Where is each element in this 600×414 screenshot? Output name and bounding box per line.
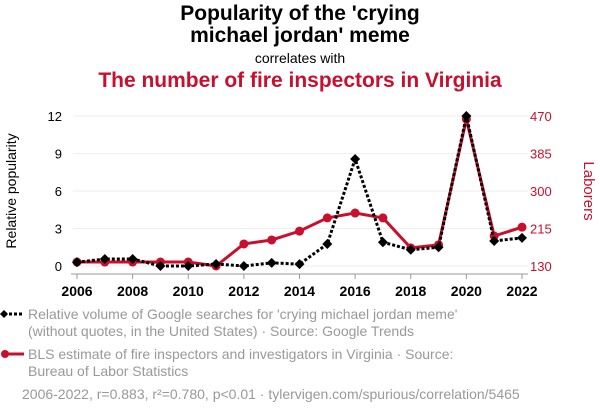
x-tick-label: 2010: [173, 283, 204, 299]
y-tick-label: 6: [55, 184, 62, 199]
legend-text: Bureau of Labor Statistics: [28, 363, 189, 379]
chart-title: Popularity of the 'crying michael jordan'…: [0, 3, 600, 47]
x-tick-label: 2014: [284, 283, 315, 299]
meme-popularity-point: [377, 237, 388, 248]
x-tick-label: 2008: [117, 283, 148, 299]
y-tick-label: 3: [55, 222, 62, 237]
y-tick-label: 9: [55, 147, 62, 162]
series-meme-popularity-line: [76, 115, 523, 268]
fire-inspectors-point: [295, 226, 304, 236]
series-fire-inspectors-line: [77, 118, 523, 268]
x-tick-label: 2020: [451, 283, 482, 299]
y2-tick-label: 385: [530, 147, 552, 162]
meme-popularity-point: [461, 111, 472, 121]
meme-popularity-point: [127, 254, 138, 264]
fire-inspectors-point: [378, 213, 388, 223]
x-tick-label: 2006: [61, 283, 92, 299]
y-tick-label: 0: [55, 259, 62, 274]
meme-popularity-point: [322, 239, 333, 249]
y2-axis-label: Laborers: [580, 161, 597, 220]
meme-popularity-point: [211, 259, 222, 269]
fire-inspectors-point: [239, 239, 249, 249]
legend-dotted-diamond-icon: [0, 310, 24, 318]
meme-popularity-point: [517, 232, 527, 243]
title-line2: michael jordan' meme: [190, 24, 410, 47]
legend-text: (without quotes, in the United States) ·…: [28, 323, 414, 339]
meme-popularity-point: [155, 261, 166, 271]
meme-popularity-point: [294, 259, 305, 270]
chart-subtitle: The number of fire inspectors in Virgini…: [98, 69, 502, 92]
legend-series-1: Relative volume of Google searches for '…: [28, 306, 457, 340]
meme-popularity-point: [266, 257, 277, 268]
meme-popularity-point: [183, 261, 194, 271]
fire-inspectors-point: [517, 222, 527, 232]
title-line1: Popularity of the 'crying: [180, 2, 420, 25]
meme-popularity-point: [99, 254, 110, 264]
x-tick-label: 2018: [395, 283, 426, 299]
meme-popularity-point: [405, 244, 416, 255]
meme-popularity-point: [238, 261, 249, 271]
y-axis-label: Relative popularity: [3, 133, 19, 248]
legend-red-circle-icon: [1, 350, 24, 358]
meme-popularity-point: [350, 154, 361, 164]
meme-popularity-point: [72, 257, 82, 268]
fire-inspectors-point: [267, 235, 277, 245]
meme-popularity-point: [489, 236, 500, 246]
y-tick-label: 12: [48, 109, 62, 124]
connector-text: correlates with: [254, 50, 346, 66]
x-tick-label: 2012: [228, 283, 259, 299]
legend-text: BLS estimate of fire inspectors and inve…: [28, 346, 454, 362]
x-tick-label: 2016: [340, 283, 371, 299]
meme-popularity-point: [433, 242, 444, 253]
y2-tick-label: 470: [530, 109, 552, 124]
y2-tick-label: 215: [530, 222, 552, 237]
y2-tick-label: 130: [530, 259, 552, 274]
legend-text: Relative volume of Google searches for '…: [28, 306, 458, 322]
x-tick-label: 2022: [506, 283, 537, 299]
footer-stats: 2006-2022, r=0.883, r²=0.780, p<0.01 · t…: [22, 386, 520, 402]
fire-inspectors-point: [322, 213, 332, 223]
fire-inspectors-point: [350, 208, 360, 218]
y2-tick-label: 300: [530, 184, 552, 199]
legend-series-2: BLS estimate of fire inspectors and inve…: [28, 346, 453, 380]
